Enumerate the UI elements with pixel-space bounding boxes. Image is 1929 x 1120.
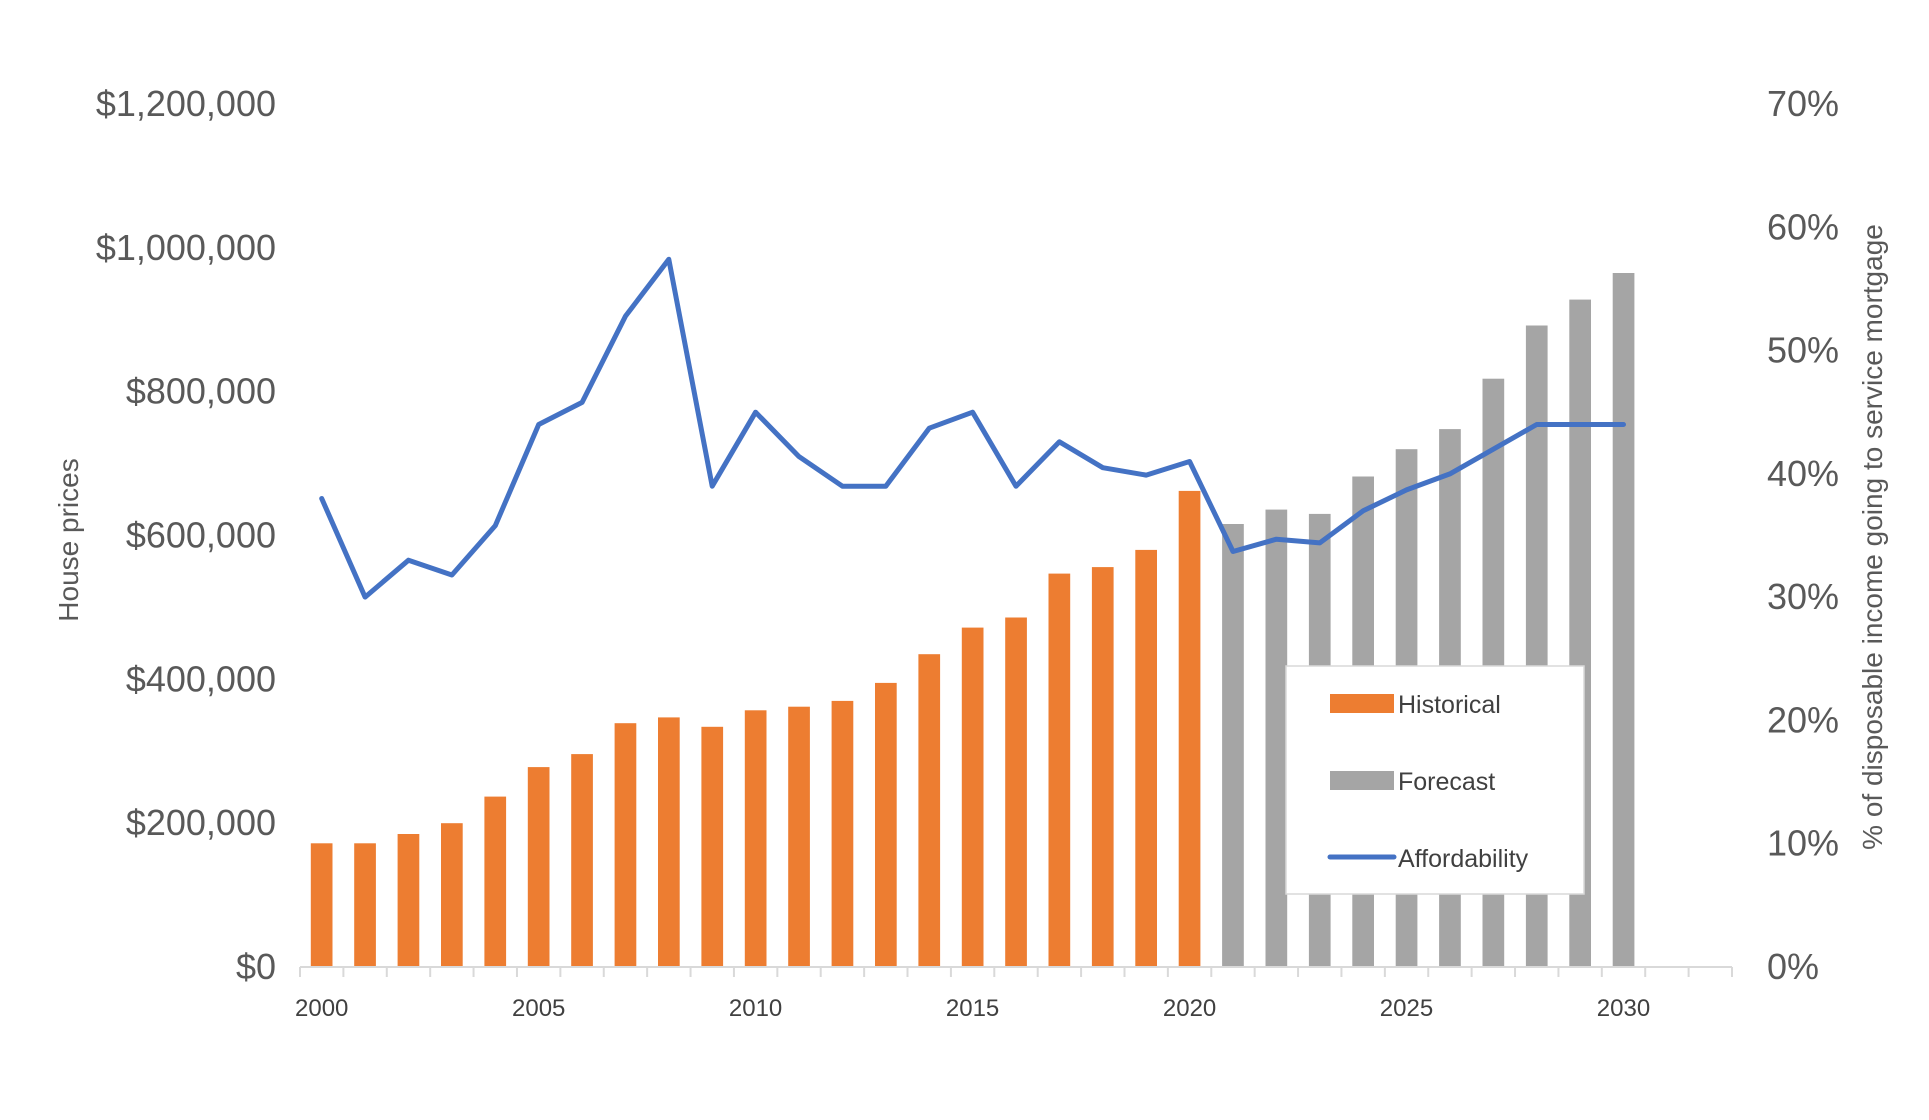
y-axis-title-right: % of disposable income going to service … xyxy=(1857,224,1888,850)
bar-historical-2014 xyxy=(918,654,941,967)
y-right-tick-label: 20% xyxy=(1767,699,1839,740)
legend-label-affordability: Affordability xyxy=(1398,845,1529,873)
legend: Historical Forecast Affordability xyxy=(1285,665,1585,895)
bar-historical-2007 xyxy=(614,723,637,967)
x-tick-label-2025: 2025 xyxy=(1380,995,1433,1022)
y-axis-title-left: House prices xyxy=(53,458,84,621)
y-left-tick-label: $1,000,000 xyxy=(96,227,276,268)
y-left-tick-label: $200,000 xyxy=(126,802,276,843)
bar-historical-2003 xyxy=(441,823,463,967)
x-tick-label-2010: 2010 xyxy=(729,995,782,1022)
bar-historical-2009 xyxy=(701,726,724,967)
y-right-tick-label: 40% xyxy=(1767,453,1839,494)
x-tick-label-2015: 2015 xyxy=(946,995,999,1022)
y-right-tick-label: 70% xyxy=(1767,83,1839,124)
y-right-tick-label: 50% xyxy=(1767,330,1839,371)
bar-historical-2013 xyxy=(875,682,897,967)
y-axis-right: 0% 10% 20% 30% 40% 50% 60% 70% xyxy=(1767,83,1839,987)
y-right-tick-label: 0% xyxy=(1767,946,1819,987)
bar-historical-2001 xyxy=(354,843,376,967)
y-right-tick-label: 30% xyxy=(1767,576,1839,617)
bar-historical-2012 xyxy=(831,700,854,967)
x-tick-label-2030: 2030 xyxy=(1597,995,1650,1022)
bar-forecast-2030 xyxy=(1612,273,1635,967)
bar-historical-2016 xyxy=(1005,617,1027,967)
bar-historical-2004 xyxy=(484,796,507,967)
line-affordability xyxy=(319,256,1626,600)
bar-historical-2015 xyxy=(961,627,984,967)
bar-historical-2005 xyxy=(527,767,550,967)
y-right-tick-label: 10% xyxy=(1767,823,1839,864)
legend-label-forecast: Forecast xyxy=(1398,768,1495,796)
y-left-tick-label: $400,000 xyxy=(126,658,276,699)
x-tick-label-2005: 2005 xyxy=(512,995,565,1022)
bar-historical-2020 xyxy=(1178,490,1201,967)
x-tick-label-2020: 2020 xyxy=(1163,995,1216,1022)
y-right-tick-label: 60% xyxy=(1767,206,1839,247)
bar-historical-2011 xyxy=(788,706,810,967)
y-left-tick-label: $0 xyxy=(236,946,276,987)
bar-forecast-2022 xyxy=(1265,509,1288,967)
bar-forecast-2021 xyxy=(1222,524,1244,967)
line-layer xyxy=(319,256,1626,600)
y-axis-left: $0 $200,000 $400,000 $600,000 $800,000 $1,000… xyxy=(96,83,276,987)
bar-historical-2006 xyxy=(571,754,593,967)
bar-historical-2019 xyxy=(1135,549,1157,967)
bar-historical-2000 xyxy=(310,843,333,967)
y-left-tick-label: $600,000 xyxy=(126,515,276,556)
bar-historical-2018 xyxy=(1091,567,1114,967)
y-left-tick-label: $800,000 xyxy=(126,371,276,412)
bar-historical-2017 xyxy=(1048,573,1071,967)
legend-swatch-forecast xyxy=(1330,771,1394,790)
x-axis: 2000 2005 2010 2015 2020 2025 2030 xyxy=(295,966,1733,1022)
y-left-tick-label: $1,200,000 xyxy=(96,83,276,124)
legend-swatch-historical xyxy=(1330,694,1394,713)
bar-historical-2010 xyxy=(744,710,767,967)
bar-historical-2002 xyxy=(397,834,420,967)
legend-label-historical: Historical xyxy=(1398,691,1501,719)
x-tick-label-2000: 2000 xyxy=(295,995,348,1022)
bar-historical-2008 xyxy=(658,717,680,967)
